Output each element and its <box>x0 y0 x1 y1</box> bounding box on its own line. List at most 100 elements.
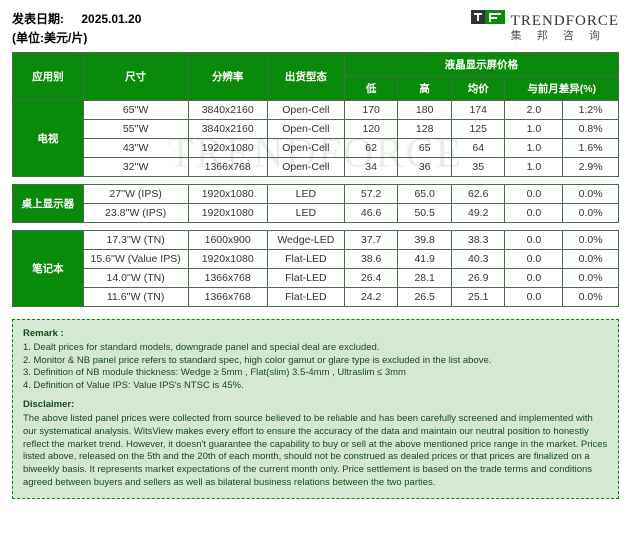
cell-avg: 174 <box>451 101 505 120</box>
cell-res: 1366x768 <box>188 288 267 307</box>
logo-en: TRENDFORCE <box>511 13 619 30</box>
cell-res: 3840x2160 <box>188 120 267 139</box>
table-row: 笔记本17.3''W (TN)1600x900Wedge-LED37.739.8… <box>13 231 619 250</box>
header-left: 发表日期: 2025.01.20 (单位:美元/片) <box>12 10 141 46</box>
cell-res: 1920x1080 <box>188 185 267 204</box>
cell-low: 120 <box>344 120 398 139</box>
disclaimer-text: The above listed panel prices were colle… <box>23 413 608 490</box>
cell-ship: Flat-LED <box>267 250 344 269</box>
cell-d2: 0.8% <box>563 120 619 139</box>
cell-low: 46.6 <box>344 204 398 223</box>
remark-line: 4. Definition of Value IPS: Value IPS's … <box>23 380 608 393</box>
category-cell: 笔记本 <box>13 231 84 307</box>
cell-ship: Open-Cell <box>267 120 344 139</box>
col-low: 低 <box>344 77 398 101</box>
cell-high: 28.1 <box>398 269 452 288</box>
cell-low: 34 <box>344 158 398 177</box>
cell-d2: 1.6% <box>563 139 619 158</box>
remark-line: 1. Dealt prices for standard models, dow… <box>23 342 608 355</box>
cell-d1: 0.0 <box>505 185 563 204</box>
remark-line: 3. Definition of NB module thickness: We… <box>23 367 608 380</box>
cell-avg: 49.2 <box>451 204 505 223</box>
cell-ship: Flat-LED <box>267 269 344 288</box>
col-high: 高 <box>398 77 452 101</box>
table-row: 32''W1366x768Open-Cell3436351.02.9% <box>13 158 619 177</box>
logo: TRENDFORCE 集 邦 咨 询 <box>471 10 619 45</box>
logo-cn: 集 邦 咨 询 <box>511 30 619 42</box>
cell-high: 50.5 <box>398 204 452 223</box>
disclaimer-title: Disclaimer: <box>23 399 608 412</box>
cell-size: 15.6''W (Value IPS) <box>83 250 188 269</box>
cell-high: 180 <box>398 101 452 120</box>
cell-d2: 0.0% <box>563 185 619 204</box>
cell-high: 36 <box>398 158 452 177</box>
cell-avg: 62.6 <box>451 185 505 204</box>
cell-low: 37.7 <box>344 231 398 250</box>
cell-d2: 0.0% <box>563 204 619 223</box>
cell-size: 27''W (IPS) <box>83 185 188 204</box>
cell-d1: 0.0 <box>505 269 563 288</box>
cell-ship: Flat-LED <box>267 288 344 307</box>
cell-high: 41.9 <box>398 250 452 269</box>
table-row: 43''W1920x1080Open-Cell6265641.01.6% <box>13 139 619 158</box>
cell-high: 39.8 <box>398 231 452 250</box>
cell-d2: 0.0% <box>563 250 619 269</box>
cell-ship: LED <box>267 204 344 223</box>
cell-d2: 1.2% <box>563 101 619 120</box>
cell-res: 3840x2160 <box>188 101 267 120</box>
table-row: 55''W3840x2160Open-Cell1201281251.00.8% <box>13 120 619 139</box>
cell-avg: 26.9 <box>451 269 505 288</box>
cell-low: 38.6 <box>344 250 398 269</box>
table-row: 15.6''W (Value IPS)1920x1080Flat-LED38.6… <box>13 250 619 269</box>
table-row: 11.6''W (TN)1366x768Flat-LED24.226.525.1… <box>13 288 619 307</box>
col-avg: 均价 <box>451 77 505 101</box>
category-cell: 桌上显示器 <box>13 185 84 223</box>
cell-high: 65 <box>398 139 452 158</box>
col-vs-prev: 与前月差异(%) <box>505 77 619 101</box>
cell-d2: 2.9% <box>563 158 619 177</box>
table-body: 电视65''W3840x2160Open-Cell1701801742.01.2… <box>13 101 619 307</box>
cell-d1: 0.0 <box>505 250 563 269</box>
cell-ship: Wedge-LED <box>267 231 344 250</box>
cell-d1: 0.0 <box>505 204 563 223</box>
cell-d1: 2.0 <box>505 101 563 120</box>
cell-d2: 0.0% <box>563 269 619 288</box>
cell-size: 43''W <box>83 139 188 158</box>
cell-low: 57.2 <box>344 185 398 204</box>
cell-size: 17.3''W (TN) <box>83 231 188 250</box>
cell-avg: 35 <box>451 158 505 177</box>
date-label: 发表日期: <box>12 12 64 26</box>
cell-low: 170 <box>344 101 398 120</box>
cell-size: 23.8''W (IPS) <box>83 204 188 223</box>
cell-avg: 25.1 <box>451 288 505 307</box>
remark-line: 2. Monitor & NB panel price refers to st… <box>23 355 608 368</box>
cell-d2: 0.0% <box>563 231 619 250</box>
remark-title: Remark : <box>23 328 608 341</box>
table-row: 23.8''W (IPS)1920x1080LED46.650.549.20.0… <box>13 204 619 223</box>
price-table: 应用别 尺寸 分辨率 出货型态 液晶显示屏价格 低 高 均价 与前月差异(%) … <box>12 52 619 307</box>
cell-res: 1920x1080 <box>188 250 267 269</box>
cell-size: 65''W <box>83 101 188 120</box>
cell-ship: Open-Cell <box>267 101 344 120</box>
cell-d1: 1.0 <box>505 120 563 139</box>
cell-d1: 1.0 <box>505 139 563 158</box>
cell-ship: LED <box>267 185 344 204</box>
cell-high: 26.5 <box>398 288 452 307</box>
cell-d1: 1.0 <box>505 158 563 177</box>
cell-ship: Open-Cell <box>267 139 344 158</box>
cell-low: 24.2 <box>344 288 398 307</box>
col-price-group: 液晶显示屏价格 <box>344 53 618 77</box>
cell-res: 1366x768 <box>188 158 267 177</box>
cell-avg: 125 <box>451 120 505 139</box>
col-size: 尺寸 <box>83 53 188 101</box>
cell-avg: 64 <box>451 139 505 158</box>
table-row: 电视65''W3840x2160Open-Cell1701801742.01.2… <box>13 101 619 120</box>
col-shiptype: 出货型态 <box>267 53 344 101</box>
cell-res: 1600x900 <box>188 231 267 250</box>
table-row: 14.0''W (TN)1366x768Flat-LED26.428.126.9… <box>13 269 619 288</box>
cell-res: 1920x1080 <box>188 139 267 158</box>
col-appcat: 应用别 <box>13 53 84 101</box>
report-header: 发表日期: 2025.01.20 (单位:美元/片) TRENDFORCE 集 … <box>12 10 619 46</box>
cell-high: 128 <box>398 120 452 139</box>
table-row: 桌上显示器27''W (IPS)1920x1080LED57.265.062.6… <box>13 185 619 204</box>
